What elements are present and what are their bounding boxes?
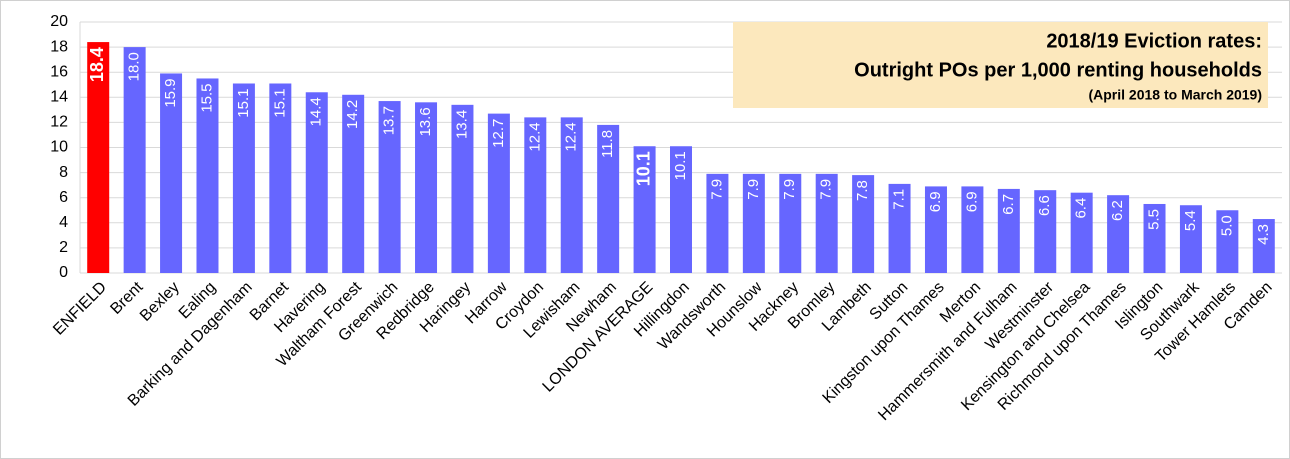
bar <box>1107 195 1130 273</box>
bar <box>524 117 547 273</box>
value-label: 13.7 <box>381 106 398 135</box>
chart-subtitle: (April 2018 to March 2019) <box>1088 87 1262 103</box>
value-label: 14.2 <box>344 100 361 129</box>
value-label: 10.1 <box>672 151 689 180</box>
title-box <box>733 22 1268 108</box>
y-tick-label: 2 <box>59 239 68 256</box>
value-label: 6.9 <box>927 191 944 212</box>
bar <box>342 94 365 273</box>
value-label: 13.6 <box>417 107 434 136</box>
value-label: 15.9 <box>162 78 179 107</box>
value-label: 15.1 <box>235 88 252 117</box>
value-label: 6.2 <box>1109 200 1126 221</box>
bar <box>1143 203 1166 273</box>
bar <box>670 146 692 273</box>
value-label: 5.4 <box>1182 210 1199 231</box>
bar <box>269 83 292 274</box>
bar <box>196 78 219 273</box>
chart-title: 2018/19 Eviction rates: <box>1046 30 1262 52</box>
bar <box>1070 192 1093 273</box>
bar <box>961 186 984 273</box>
bar <box>305 92 328 273</box>
value-label: 12.4 <box>526 122 543 151</box>
bar <box>415 102 438 273</box>
y-tick-label: 18 <box>50 38 68 55</box>
value-label: 12.7 <box>490 119 507 148</box>
value-label: 14.4 <box>308 97 325 126</box>
value-label: 15.5 <box>198 83 215 112</box>
bar <box>997 188 1020 273</box>
y-tick-label: 16 <box>50 63 68 80</box>
value-label: 12.4 <box>563 122 580 151</box>
bars <box>87 42 1275 274</box>
value-label: 5.0 <box>1218 215 1235 236</box>
value-label: 15.1 <box>271 88 288 117</box>
value-label: 7.9 <box>745 179 762 200</box>
bar <box>706 173 729 273</box>
value-label: 11.8 <box>599 130 616 158</box>
value-label: 6.7 <box>1000 194 1017 215</box>
value-label: 6.6 <box>1036 195 1053 216</box>
value-label: 18.0 <box>126 52 143 81</box>
bar <box>815 173 838 273</box>
bar <box>779 173 802 273</box>
bar <box>597 124 620 273</box>
bar <box>888 183 911 273</box>
y-tick-label: 0 <box>59 264 68 281</box>
bar <box>852 175 875 273</box>
value-label: 7.9 <box>818 179 835 200</box>
bar <box>232 83 255 274</box>
value-label: 7.9 <box>708 179 725 200</box>
bar <box>633 146 656 273</box>
bar <box>451 104 474 273</box>
bar <box>1252 219 1275 273</box>
bar <box>560 117 583 273</box>
bar <box>1034 190 1057 273</box>
y-tick-label: 12 <box>50 114 68 131</box>
value-label: 7.9 <box>781 179 798 200</box>
y-tick-label: 20 <box>50 13 68 30</box>
y-tick-label: 14 <box>50 89 68 106</box>
y-tick-label: 10 <box>50 139 68 156</box>
value-label: 7.8 <box>854 180 871 201</box>
bar <box>487 113 510 274</box>
bar <box>123 47 146 273</box>
value-label: 7.1 <box>891 189 908 210</box>
y-tick-label: 6 <box>59 189 68 206</box>
value-label: 6.9 <box>963 191 980 212</box>
bar <box>1216 210 1239 273</box>
bar <box>1179 205 1202 273</box>
y-tick-label: 8 <box>59 164 68 181</box>
value-label: 18.4 <box>87 47 107 82</box>
y-tick-label: 4 <box>59 214 68 231</box>
bar <box>924 186 947 273</box>
bar <box>378 101 401 273</box>
value-label: 13.4 <box>453 110 470 139</box>
value-label: 4.3 <box>1255 224 1272 245</box>
bar <box>160 73 183 273</box>
value-label: 5.5 <box>1145 209 1162 230</box>
chart-title: Outright POs per 1,000 renting household… <box>854 59 1262 81</box>
value-label: 6.4 <box>1073 198 1090 219</box>
value-label: 10.1 <box>633 151 653 186</box>
bar <box>87 42 110 273</box>
bar <box>742 173 765 273</box>
